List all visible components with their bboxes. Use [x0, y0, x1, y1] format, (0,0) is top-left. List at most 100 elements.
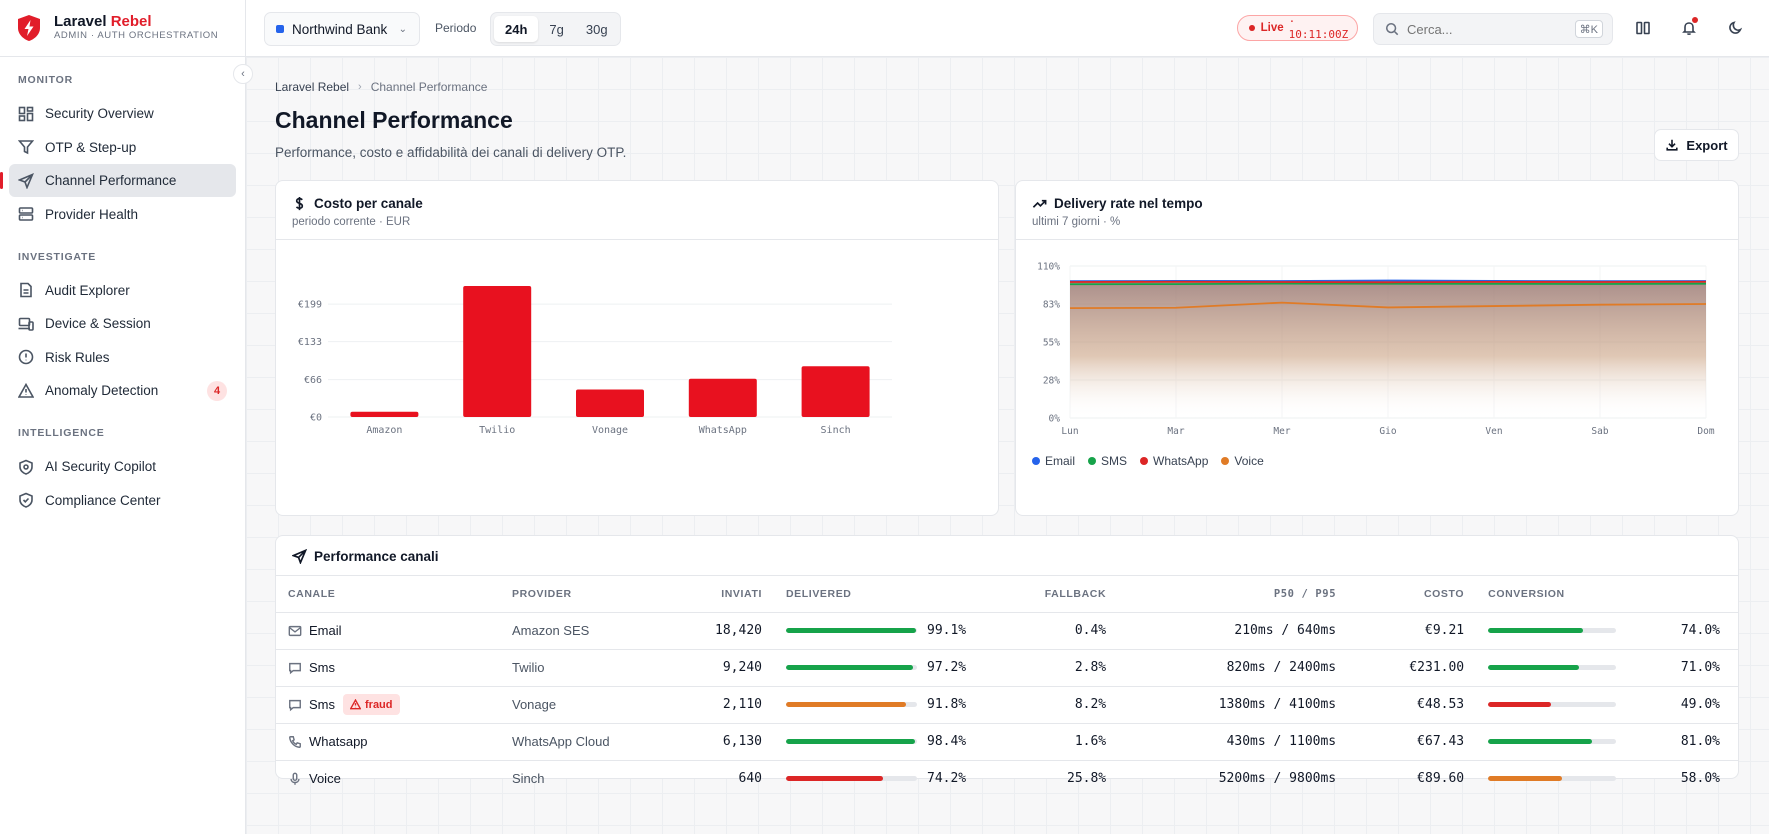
column-header-cost[interactable]: COSTO: [1336, 576, 1465, 613]
nav-heading-investigate: INVESTIGATE: [18, 250, 97, 263]
period-option-7g[interactable]: 7g: [549, 21, 564, 37]
export-button[interactable]: Export: [1654, 129, 1739, 161]
sidebar-item-provider-health[interactable]: Provider Health: [9, 198, 236, 231]
fallback-rate: 1.6%: [966, 723, 1107, 761]
column-header-conversion[interactable]: CONVERSION: [1464, 576, 1738, 613]
table-row[interactable]: Voice Sinch 640 74.2% 25.8% 5200ms / 980…: [276, 760, 1738, 797]
delivery-chart-legend: Email SMS WhatsApp Voice: [1032, 454, 1277, 468]
column-header-provider[interactable]: PROVIDER: [512, 576, 662, 613]
phone-icon: [289, 735, 301, 748]
sidebar-item-ai-security-copilot[interactable]: AI Security Copilot: [9, 450, 236, 483]
legend-label: Voice: [1234, 454, 1264, 468]
legend-swatch: [1221, 457, 1230, 465]
delivered-rate: 97.2%: [927, 660, 967, 675]
table-row[interactable]: Sms fraud Vonage 2,110 91.8% 8.2% 1380ms …: [276, 686, 1738, 724]
conversion-rate: 49.0%: [1680, 697, 1720, 712]
cost-value: €67.43: [1336, 723, 1465, 761]
collapse-sidebar-button[interactable]: ‹: [233, 64, 253, 84]
sidebar-item-otp-step-up[interactable]: OTP & Step-up: [9, 131, 236, 164]
table-row[interactable]: Sms Twilio 9,240 97.2% 2.8% 820ms / 2400…: [276, 649, 1738, 687]
notification-dot: [1692, 17, 1698, 23]
legend-item-voice[interactable]: Voice: [1221, 454, 1264, 468]
latency-p50-p95: 430ms / 1100ms: [1106, 723, 1337, 761]
column-header-sent[interactable]: INVIATI: [662, 576, 762, 613]
sent-count: 18,420: [662, 612, 762, 650]
conversion-rate: 71.0%: [1680, 660, 1720, 675]
column-header-latency[interactable]: P50 / P95: [1106, 576, 1337, 613]
period-option-30g[interactable]: 30g: [585, 21, 608, 37]
live-indicator[interactable]: Live · 10:11:00Z: [1237, 15, 1358, 41]
y-tick-label: 28%: [1043, 376, 1060, 387]
notifications-button[interactable]: [1678, 17, 1700, 39]
channel-name: Sms: [309, 660, 335, 675]
sidebar-item-device-session[interactable]: Device & Session: [9, 307, 236, 340]
sidebar-item-anomaly-detection[interactable]: Anomaly Detection 4: [9, 374, 236, 407]
live-time: · 10:11:00Z: [1288, 15, 1349, 41]
nav-section-investigate: INVESTIGATE Audit Explorer Device & Sess…: [0, 251, 245, 408]
conversion-bar-fill: [1488, 702, 1551, 707]
provider-name: WhatsApp Cloud: [512, 723, 662, 761]
bar-vonage: [576, 389, 644, 417]
delivery-card-subtitle: ultimi 7 giorni · %: [1032, 216, 1121, 228]
provider-name: Sinch: [512, 771, 545, 787]
download-icon: [1666, 139, 1679, 151]
series-line-sms: [1069, 282, 1707, 286]
sidebar-item-security-overview[interactable]: Security Overview: [9, 97, 236, 130]
legend-item-whatsapp[interactable]: WhatsApp: [1140, 454, 1208, 468]
column-header-delivered[interactable]: DELIVERED: [762, 576, 967, 613]
conversion-progress-bar: [1488, 739, 1617, 744]
conversion-bar-fill: [1488, 628, 1583, 633]
y-tick-label: €66: [304, 375, 322, 386]
sidebar-item-channel-performance[interactable]: Channel Performance: [0, 164, 236, 197]
brand[interactable]: Laravel Rebel ADMIN · AUTH ORCHESTRATION: [0, 0, 245, 57]
theme-toggle-button[interactable]: [1724, 17, 1746, 39]
brand-subtitle: ADMIN · AUTH ORCHESTRATION: [54, 30, 219, 41]
main-content: Laravel Rebel › Channel Performance Chan…: [246, 57, 1769, 834]
conversion-bar-fill: [1488, 665, 1580, 670]
sidebar-item-label: Device & Session: [45, 316, 151, 331]
table-row[interactable]: Whatsapp WhatsApp Cloud 6,130 98.4% 1.6%…: [276, 723, 1738, 761]
delivered-progress-bar: [786, 628, 917, 633]
cost-card-subtitle: periodo corrente · EUR: [292, 216, 411, 228]
delivered-bar-fill: [786, 702, 907, 707]
y-tick-label: 110%: [1037, 262, 1060, 273]
x-tick-label: Twilio: [479, 425, 515, 436]
cost-bar-chart: €0 €66 €133 €199 Amazon Twilio Vonage WhatsApp S…: [298, 286, 892, 436]
sidebar-item-risk-rules[interactable]: Risk Rules: [9, 341, 236, 374]
column-header-channel[interactable]: CANALE: [276, 576, 512, 613]
legend-item-sms[interactable]: SMS: [1088, 454, 1127, 468]
provider-name: Twilio: [512, 649, 662, 687]
search-shortcut: ⌘K: [1574, 20, 1603, 38]
delivered-bar-fill: [786, 665, 914, 670]
breadcrumb-item-home[interactable]: Laravel Rebel: [275, 80, 350, 94]
sidebar: Laravel Rebel ADMIN · AUTH ORCHESTRATION…: [0, 0, 253, 834]
chevron-left-icon: ‹: [241, 68, 245, 80]
search-input[interactable]: [1407, 21, 1557, 37]
tenant-selector[interactable]: Northwind Bank ⌄: [264, 12, 420, 46]
sidebar-item-audit-explorer[interactable]: Audit Explorer: [9, 274, 236, 307]
legend-item-email[interactable]: Email: [1032, 454, 1075, 468]
server-icon: [18, 207, 34, 221]
period-option-24h[interactable]: 24h: [494, 16, 539, 42]
nav-heading-monitor: MONITOR: [18, 74, 73, 86]
delivered-progress-bar: [786, 665, 917, 670]
cost-per-channel-card: Costo per canale periodo corrente · EUR …: [275, 180, 999, 516]
conversion-bar-fill: [1488, 739, 1592, 744]
table-row[interactable]: Email Amazon SES 18,420 99.1% 0.4% 210ms…: [276, 612, 1738, 650]
channel-name: Sms: [309, 697, 335, 712]
cost-value: €48.53: [1336, 686, 1465, 724]
bar-sinch: [801, 366, 870, 417]
cost-card-title: Costo per canale: [292, 196, 982, 211]
conversion-rate: 74.0%: [1680, 623, 1720, 638]
column-header-fallback[interactable]: FALLBACK: [966, 576, 1107, 613]
x-tick-label: Amazon: [366, 425, 402, 436]
fraud-badge-label: fraud: [365, 698, 393, 711]
x-tick-label: Mer: [1273, 426, 1290, 437]
sent-count: 9,240: [662, 649, 762, 687]
columns-toggle-button[interactable]: [1632, 17, 1654, 39]
sidebar-item-compliance-center[interactable]: Compliance Center: [9, 484, 236, 517]
cost-card-title-text: Costo per canale: [314, 196, 423, 211]
provider-name: Amazon SES: [512, 612, 662, 650]
conversion-progress-bar: [1488, 628, 1617, 633]
nav-section-monitor: MONITOR Security Overview OTP & Step-up …: [0, 74, 245, 231]
